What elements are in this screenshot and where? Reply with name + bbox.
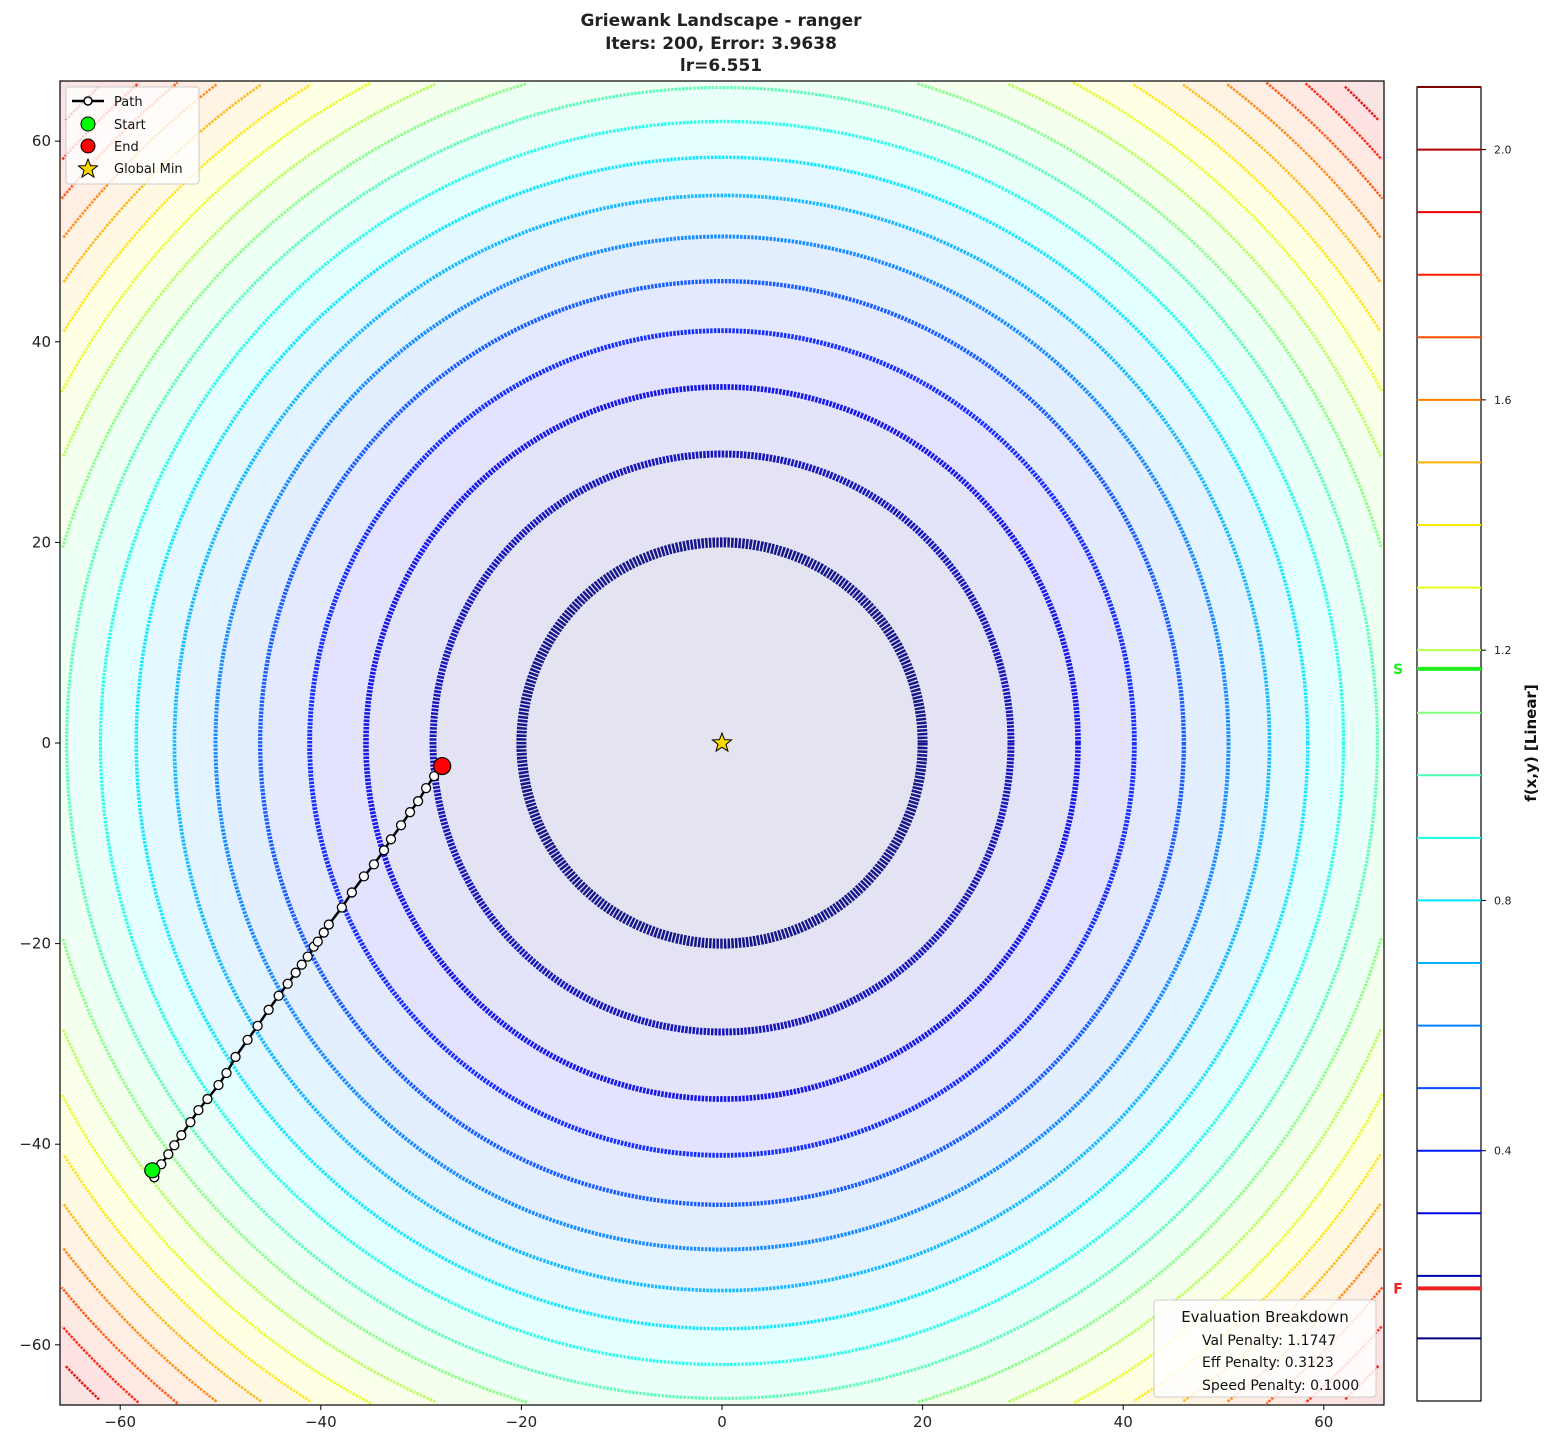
chart-title-line-1: Griewank Landscape - ranger [580,11,862,31]
path-point [358,871,370,882]
colorbar-frame [1416,86,1482,1402]
path-point [202,1093,213,1105]
path-point [378,845,390,856]
path-point [163,1149,174,1160]
path-point [290,967,301,978]
plot-area [60,81,1384,1405]
y-tick-label: −60 [19,1336,51,1354]
path-point [346,887,358,898]
contour-line [62,83,1382,1403]
path-point [221,1067,232,1079]
path-point [273,990,284,1001]
legend-end-marker [80,138,96,154]
global-min-star-icon [711,731,733,753]
path-point [404,807,416,818]
contour-line [98,119,1346,1367]
path-point [395,820,407,831]
legend-box [65,86,200,185]
contour-line [258,279,1186,1207]
x-tick-label: 20 [913,1413,932,1431]
legend: Path Start End Global Min [65,86,200,185]
contour-line [307,328,1137,1158]
path-point [230,1051,241,1063]
contour-line [61,82,1383,1404]
y-tick-label: −20 [19,935,51,953]
path-point [242,1034,253,1046]
y-tick-label: 40 [32,333,51,351]
path-point [302,951,313,962]
path-point [420,782,432,794]
colorbar-marker-label: F [1393,1281,1403,1297]
colorbar-marker-label: S [1393,662,1403,678]
y-tick-label: −40 [19,1135,51,1153]
path-point [296,959,307,970]
colorbar-label: f(x,y) [Linear] [1522,684,1540,801]
path-point [263,1004,274,1015]
path-point [252,1020,263,1032]
legend-label-end: End [114,140,139,155]
path-point [213,1079,224,1091]
path-point [336,902,348,913]
path-point [282,978,293,989]
colorbar-tick-label: 0.8 [1494,894,1512,907]
path-point [318,927,329,938]
contour-line [65,86,1379,1400]
legend-star-icon [77,157,99,179]
val-penalty: Val Penalty: 1.1747 [1202,1333,1336,1349]
x-axis: −60 −40 −20 0 20 40 60 [104,1405,1333,1431]
chart-title-line-2: Iters: 200, Error: 3.9638 [605,34,837,54]
contour-line [429,450,1015,1036]
path-point [323,919,334,930]
contour-line [134,155,1310,1331]
legend-label-global-min: Global Min [114,162,183,177]
x-tick-label: −20 [506,1413,538,1431]
colorbar-tick-label: 0.4 [1494,1145,1512,1158]
path-point [169,1140,180,1151]
x-tick-label: 0 [717,1413,727,1431]
legend-start-marker [80,116,96,132]
x-tick-label: −40 [305,1413,337,1431]
chart-title-line-3: lr=6.551 [680,56,762,76]
legend-label-start: Start [114,118,146,133]
y-tick-label: 20 [32,533,51,551]
contour-line [516,537,928,949]
evaluation-title: Evaluation Breakdown [1181,1308,1349,1326]
colorbar-tick-label: 2.0 [1494,144,1512,157]
y-tick-label: 0 [41,734,51,752]
end-marker [433,756,452,776]
colorbar-tick-label: 1.2 [1494,644,1512,657]
colorbar: 0.4 0.8 1.2 1.6 2.0 S F f(x,y) [Linear] [1393,86,1540,1402]
path-point [193,1104,204,1116]
y-axis: −60 −40 −20 0 20 40 60 [19,132,60,1354]
y-tick-label: 60 [32,132,51,150]
evaluation-box [1153,1299,1377,1398]
x-tick-label: 40 [1114,1413,1133,1431]
start-marker [144,1162,161,1179]
eff-penalty: Eff Penalty: 0.3123 [1202,1355,1334,1371]
path-point [368,859,380,870]
x-tick-label: −60 [104,1413,136,1431]
legend-path-marker [83,96,93,106]
path-point [412,796,424,807]
speed-penalty: Speed Penalty: 0.1000 [1202,1378,1359,1394]
path-point [428,770,440,782]
path-point [312,936,323,947]
contour-line [363,384,1081,1102]
path-point [176,1130,187,1141]
legend-label-path: Path [114,95,143,110]
x-tick-label: 60 [1314,1413,1333,1431]
contour-line [213,234,1231,1252]
path-point [385,834,397,845]
path-point [185,1116,196,1128]
colorbar-tick-label: 1.6 [1494,394,1512,407]
evaluation-breakdown: Evaluation Breakdown Val Penalty: 1.1747… [1153,1299,1377,1398]
optimizer-path [144,731,733,1183]
